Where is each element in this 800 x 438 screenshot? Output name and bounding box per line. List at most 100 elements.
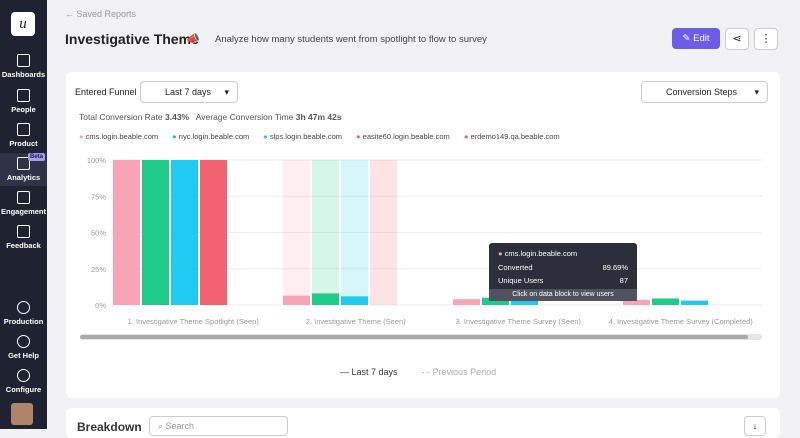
nav-label[interactable]: Dashboards	[1, 70, 46, 79]
view-select[interactable]: Conversion Steps ▾	[641, 81, 768, 103]
nav-item[interactable]: Get Help	[0, 335, 47, 360]
y-tick-label: 25%	[91, 265, 106, 274]
bar[interactable]	[623, 299, 650, 305]
legend-swatch: ●	[79, 132, 86, 141]
nav-label[interactable]: Product	[9, 139, 38, 148]
legend-label[interactable]: slps.login.beable.com	[269, 132, 343, 141]
breakdown-title: Breakdown	[77, 420, 142, 434]
nav-label[interactable]: Analytics	[6, 173, 41, 182]
more-button[interactable]: ⋮	[754, 28, 778, 50]
period-label[interactable]: Last 7 days	[351, 367, 398, 377]
legend-label[interactable]: cms.login.beable.com	[85, 132, 159, 141]
title: Investigative Theme	[65, 31, 199, 47]
page: u Dashboards People Product Analytics Beta En…	[0, 0, 780, 438]
tooltip-value: 87	[619, 276, 628, 285]
download-button[interactable]: ↓	[744, 416, 766, 436]
share-button[interactable]: ⋖	[725, 28, 749, 50]
search-box[interactable]: ⌕ Search	[149, 416, 288, 436]
nav-item[interactable]: Analytics Beta	[0, 153, 47, 186]
tooltip-label: Converted	[498, 263, 533, 272]
nav-item[interactable]: Configure	[0, 369, 47, 394]
dropoff	[341, 160, 368, 297]
bar[interactable]	[113, 160, 140, 305]
nav-icon[interactable]	[17, 191, 30, 204]
range-select[interactable]: Last 7 days ▾	[140, 81, 238, 103]
bar[interactable]	[482, 297, 509, 305]
legend-item[interactable]: ● easite60.login.beable.com	[356, 132, 450, 141]
legend-swatch: ●	[172, 132, 179, 141]
nav-label[interactable]: People	[11, 105, 36, 114]
back-link[interactable]: ← Saved Reports	[65, 9, 137, 19]
bar[interactable]	[171, 160, 198, 305]
legend-swatch: ●	[263, 132, 270, 141]
nav-item[interactable]: Engagement	[0, 191, 47, 216]
search-text[interactable]: Search	[165, 421, 195, 431]
nav-item[interactable]: Production	[0, 301, 47, 326]
nav-label[interactable]: Configure	[5, 385, 42, 394]
beta-badge: Beta	[28, 153, 46, 161]
nav-icon[interactable]	[17, 301, 30, 314]
bar[interactable]	[283, 295, 310, 305]
y-tick-label: 0%	[95, 301, 106, 310]
edit-text[interactable]: Edit	[693, 33, 710, 44]
nav-icon[interactable]	[17, 123, 30, 136]
nav-icon[interactable]	[17, 225, 30, 238]
bar[interactable]	[142, 160, 169, 305]
bar[interactable]	[200, 160, 227, 305]
legend-item[interactable]: ● nyc.login.beable.com	[172, 132, 249, 141]
legend-label[interactable]: easite60.login.beable.com	[362, 132, 450, 141]
view-text[interactable]: Conversion Steps	[666, 87, 738, 97]
legend-swatch: ●	[463, 132, 471, 141]
breakdown-card: Breakdown ⌕ Search ↓	[66, 408, 780, 438]
bar[interactable]	[511, 299, 538, 305]
bar[interactable]	[681, 300, 708, 305]
nav-label[interactable]: Engagement	[0, 207, 46, 216]
nav-label[interactable]: Production	[3, 317, 44, 326]
edit-button[interactable]: ✎ Edit	[672, 28, 720, 49]
legend-item[interactable]: ● cms.login.beable.com	[79, 132, 158, 141]
back-text[interactable]: Saved Reports	[76, 9, 137, 19]
legend-label[interactable]: nyc.login.beable.com	[178, 132, 250, 141]
nav-icon[interactable]	[17, 335, 30, 348]
nav-icon[interactable]	[17, 89, 30, 102]
range-text[interactable]: Last 7 days	[165, 87, 212, 97]
x-tick-label: 4. Investigative Theme Survey (Completed…	[609, 317, 754, 326]
icon: 📣	[186, 33, 200, 45]
legend-label[interactable]: erdemo149.qa.beable.com	[470, 132, 560, 141]
bar[interactable]	[341, 296, 368, 305]
period-item[interactable]: — Last 7 days	[340, 367, 398, 377]
nav-icon[interactable]	[17, 54, 30, 67]
nav-label[interactable]: Feedback	[6, 241, 41, 250]
x-tick-label: 2. Investigative Theme (Seen)	[306, 317, 406, 326]
time: 3h 47m 42s	[295, 112, 342, 122]
x-tick-label: 3. Investigative Theme Survey (Seen)	[456, 317, 582, 326]
tooltip-title: ● cms.login.beable.com	[498, 249, 578, 258]
period-label[interactable]: Previous Period	[432, 367, 497, 377]
summary: Total Conversion Rate 3.43% Average Conv…	[79, 112, 342, 122]
nav-label[interactable]: Get Help	[8, 351, 39, 360]
bar[interactable]	[312, 293, 339, 305]
tooltip-title-text: cms.login.beable.com	[504, 249, 578, 258]
period-item[interactable]: - - Previous Period	[422, 367, 497, 377]
nav-item[interactable]: People	[0, 89, 47, 114]
nav-item[interactable]: Dashboards	[0, 54, 47, 79]
dropoff	[312, 160, 339, 294]
y-tick-label: 50%	[91, 229, 106, 238]
tooltip-value: 89.69%	[602, 263, 628, 272]
legend-swatch: ●	[356, 132, 363, 141]
rate-label: Total Conversion Rate	[79, 112, 163, 122]
nav-item[interactable]: Feedback	[0, 225, 47, 250]
bar[interactable]	[453, 299, 480, 305]
scroll-thumb[interactable]	[80, 335, 748, 339]
chart: 0% 25% 50% 75% 100% 1. Investigative Theme Sp…	[80, 156, 762, 340]
logo[interactable]: u	[11, 12, 35, 36]
nav-icon[interactable]	[17, 369, 30, 382]
legend-item[interactable]: ● slps.login.beable.com	[263, 132, 342, 141]
y-tick-label: 75%	[91, 192, 106, 201]
bar[interactable]	[652, 298, 679, 305]
nav-item[interactable]: Product	[0, 123, 47, 148]
dropoff	[283, 160, 310, 296]
nav-icon[interactable]	[17, 157, 30, 170]
avatar[interactable]	[11, 403, 33, 425]
legend-item[interactable]: ● erdemo149.qa.beable.com	[464, 132, 560, 141]
